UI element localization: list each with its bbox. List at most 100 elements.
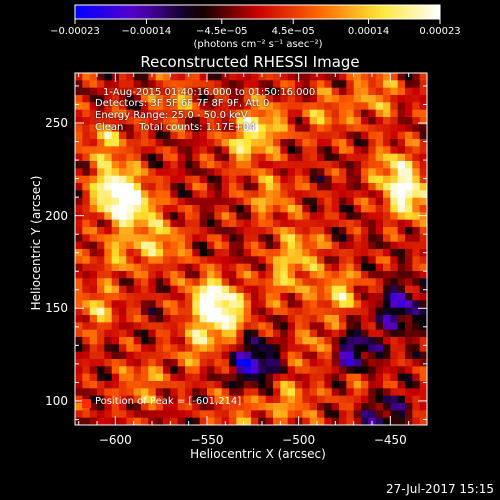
heatmap-cell [412, 278, 421, 287]
heatmap-cell [324, 190, 333, 199]
heatmap-cell [390, 351, 399, 360]
heatmap-cell [295, 293, 303, 301]
heatmap-cell [155, 131, 164, 140]
heatmap-cell [97, 344, 105, 353]
heatmap-cell [265, 307, 274, 316]
heatmap-cell [170, 300, 179, 309]
heatmap-cell [361, 249, 369, 257]
heatmap-cell [405, 205, 413, 213]
heatmap-cell [141, 278, 149, 287]
heatmap-cell [177, 337, 186, 345]
heatmap-cell [346, 410, 355, 419]
heatmap-cell [119, 227, 127, 235]
heatmap-cell [251, 256, 259, 265]
heatmap-cell [390, 322, 399, 331]
heatmap-cell [317, 139, 325, 147]
heatmap-cell [148, 351, 157, 360]
heatmap-cell [141, 395, 149, 404]
heatmap-cell [412, 322, 421, 331]
heatmap-cell [295, 205, 303, 213]
heatmap-cell [111, 102, 120, 111]
heatmap-cell [133, 197, 142, 206]
y-tick-label: 150 [45, 301, 68, 316]
heatmap-cell [339, 205, 347, 213]
heatmap-cell [141, 146, 149, 155]
heatmap-cell [148, 366, 157, 375]
heatmap-cell [280, 271, 289, 279]
heatmap-cell [111, 307, 120, 316]
heatmap-cell [309, 197, 318, 206]
heatmap-cell [412, 344, 421, 353]
heatmap-cell [119, 403, 127, 411]
heatmap-cell [207, 373, 215, 382]
heatmap-cell [148, 256, 157, 265]
heatmap-cell [185, 249, 193, 257]
heatmap-cell [368, 117, 377, 125]
heatmap-cell [170, 190, 179, 199]
heatmap-cell [324, 153, 333, 162]
heatmap-cell [207, 153, 215, 162]
heatmap-cell [302, 212, 311, 221]
heatmap-cell [229, 153, 237, 162]
heatmap-cell [199, 271, 208, 279]
heatmap-cell [229, 249, 237, 257]
heatmap-cell [236, 271, 245, 279]
heatmap-cell [339, 168, 347, 177]
heatmap-cell [317, 131, 325, 140]
heatmap-cell [302, 373, 311, 382]
heatmap-cell [405, 322, 413, 331]
heatmap-cell [133, 388, 142, 397]
heatmap-cell [397, 102, 406, 111]
heatmap-cell [273, 373, 281, 382]
heatmap-cell [163, 285, 171, 294]
heatmap-cell [251, 175, 259, 184]
heatmap-cell [405, 300, 413, 309]
heatmap-cell [141, 366, 149, 375]
heatmap-cell [155, 219, 164, 228]
heatmap-cell [97, 403, 105, 411]
heatmap-cell [192, 249, 201, 257]
heatmap-cell [97, 80, 105, 89]
heatmap-cell [317, 417, 325, 425]
heatmap-cell [133, 307, 142, 316]
heatmap-cell [229, 241, 237, 250]
heatmap-cell [185, 344, 193, 353]
heatmap-cell [346, 403, 355, 411]
heatmap-cell [287, 168, 296, 177]
heatmap-cell [229, 95, 237, 103]
heatmap-cell [170, 109, 179, 118]
heatmap-cell [236, 395, 245, 404]
heatmap-cell [317, 395, 325, 404]
heatmap-cell [133, 175, 142, 184]
heatmap-cell [258, 271, 267, 279]
heatmap-cell [412, 80, 421, 89]
heatmap-cell [302, 146, 311, 155]
heatmap-cell [104, 351, 113, 360]
heatmap-cell [199, 153, 208, 162]
heatmap-cell [163, 337, 171, 345]
heatmap-cell [251, 212, 259, 221]
heatmap-cell [419, 373, 427, 382]
heatmap-cell [141, 124, 149, 133]
heatmap-cell [280, 256, 289, 265]
heatmap-cell [287, 161, 296, 169]
time-range-label: 1-Aug-2015 01:40:16.000 to 01:50:16.000 [103, 87, 316, 98]
heatmap-cell [251, 271, 259, 279]
heatmap-cell [119, 395, 127, 404]
heatmap-cell [346, 351, 355, 360]
heatmap-cell [346, 293, 355, 301]
heatmap-cell [104, 293, 113, 301]
heatmap-cell [207, 234, 215, 243]
heatmap-cell [419, 337, 427, 345]
heatmap-cell [258, 278, 267, 287]
heatmap-cell [390, 285, 399, 294]
heatmap-cell [97, 388, 105, 397]
heatmap-cell [221, 249, 230, 257]
heatmap-cell [375, 410, 384, 419]
heatmap-cell [280, 219, 289, 228]
heatmap-cell [265, 95, 274, 103]
heatmap-cell [295, 410, 303, 419]
heatmap-cell [273, 161, 281, 169]
heatmap-cell [405, 271, 413, 279]
heatmap-cell [295, 388, 303, 397]
